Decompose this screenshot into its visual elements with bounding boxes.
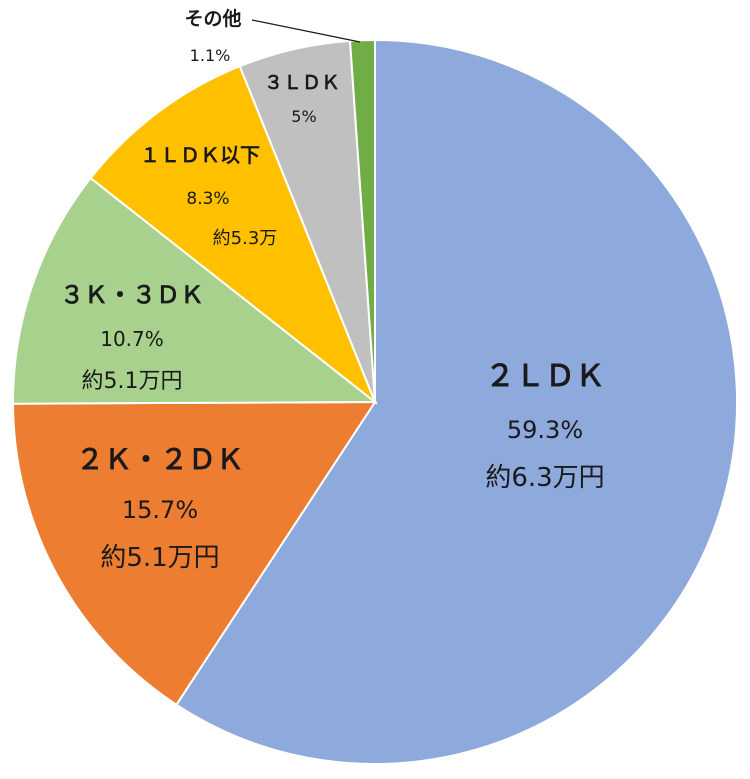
slice-2k2dk	[11, 400, 377, 707]
label-1ldk-name: １ＬＤＫ以下	[140, 143, 260, 167]
label-3ldk-name: ３ＬＤＫ	[264, 72, 340, 94]
label-1ldk-rent: 約5.3万	[213, 228, 278, 249]
label-3k3dk-name: ３Ｋ・３ＤＫ	[60, 281, 204, 309]
other-leader-line	[251, 19, 361, 43]
pie-slices	[11, 38, 738, 765]
label-2k2dk-rent: 約5.1万円	[100, 543, 219, 573]
label-2ldk-name: ２ＬＤＫ	[485, 359, 605, 394]
label-3k3dk-rent: 約5.1万円	[82, 369, 183, 394]
label-3ldk-pct: 5%	[291, 107, 316, 126]
label-1ldk-pct: 8.3%	[186, 189, 229, 209]
label-other-pct: 1.1%	[190, 46, 231, 65]
label-2ldk-pct: 59.3%	[507, 416, 583, 444]
label-2k2dk-pct: 15.7%	[122, 496, 198, 524]
label-2ldk-rent: 約6.3万円	[485, 463, 604, 493]
slice-3k3dk	[11, 176, 378, 405]
label-2k2dk-name: ２Ｋ・２ＤＫ	[76, 443, 244, 476]
slice-other	[348, 38, 376, 403]
label-other-name: その他	[184, 7, 241, 30]
label-3k3dk-pct: 10.7%	[100, 327, 164, 351]
slice-2ldk	[175, 38, 738, 765]
slice-1ldk-or-less	[89, 64, 378, 406]
